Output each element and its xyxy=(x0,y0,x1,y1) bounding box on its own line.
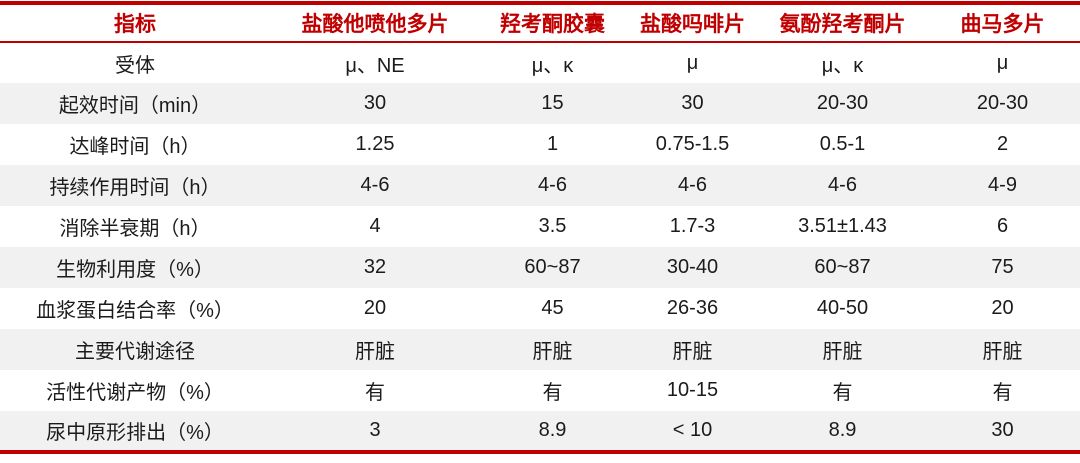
data-cell: 30 xyxy=(363,92,387,114)
data-cell: 60~87 xyxy=(814,256,871,278)
table-row-peak-time: 达峰时间（h） 1.25 1 0.75-1.5 0.5-1 2 xyxy=(0,124,1080,165)
table-row-active-metabolites: 活性代谢产物（%） 有 有 10-15 有 有 xyxy=(0,370,1080,411)
column-header-tapentadol: 盐酸他喷他多片 xyxy=(270,3,480,43)
data-cell: 20 xyxy=(363,297,387,319)
data-cell: 8.9 xyxy=(538,419,567,441)
data-cell: 肝脏 xyxy=(982,341,1023,363)
data-cell: μ xyxy=(996,51,1009,74)
data-cell: 1.25 xyxy=(355,133,395,155)
data-cell: < 10 xyxy=(672,419,713,441)
data-cell: 4-6 xyxy=(538,174,567,196)
data-cell: 30-40 xyxy=(666,256,719,278)
data-cell: 4 xyxy=(369,215,381,237)
table-row-metabolism-pathway: 主要代谢途径 肝脏 肝脏 肝脏 肝脏 肝脏 xyxy=(0,329,1080,370)
table-row-protein-binding: 血浆蛋白结合率（%） 20 45 26-36 40-50 20 xyxy=(0,288,1080,329)
data-cell: 3 xyxy=(369,419,381,441)
header-row: 指标 盐酸他喷他多片 羟考酮胶囊 盐酸吗啡片 氨酚羟考酮片 曲马多片 xyxy=(0,3,1080,43)
data-cell: 有 xyxy=(992,382,1013,404)
row-label: 生物利用度（%） xyxy=(56,259,214,281)
data-cell: 60~87 xyxy=(524,256,581,278)
data-cell: 20-30 xyxy=(816,92,869,114)
data-cell: 15 xyxy=(541,92,564,114)
data-cell: 75 xyxy=(991,256,1014,278)
table-row-onset-time: 起效时间（min） 30 15 30 20-30 20-30 xyxy=(0,83,1080,124)
row-label: 主要代谢途径 xyxy=(75,341,195,363)
data-cell: 3.5 xyxy=(538,215,567,237)
data-cell: 有 xyxy=(365,382,385,404)
row-label: 消除半衰期（h） xyxy=(59,218,211,240)
table-row-duration: 持续作用时间（h） 4-6 4-6 4-6 4-6 4-9 xyxy=(0,165,1080,206)
data-cell: 0.5-1 xyxy=(819,133,866,155)
data-cell: 40-50 xyxy=(816,297,869,319)
data-cell: 20 xyxy=(991,297,1014,319)
data-cell: 有 xyxy=(832,382,853,404)
row-label: 达峰时间（h） xyxy=(69,136,201,158)
data-cell: 8.9 xyxy=(828,419,857,441)
data-cell: 4-6 xyxy=(360,174,390,196)
data-cell: 26-36 xyxy=(666,297,719,319)
column-header-oxycodone: 羟考酮胶囊 xyxy=(480,3,625,43)
data-cell: 20-30 xyxy=(976,92,1029,114)
data-cell: 45 xyxy=(541,297,564,319)
data-cell: 30 xyxy=(991,419,1014,441)
drug-comparison-table: 指标 盐酸他喷他多片 羟考酮胶囊 盐酸吗啡片 氨酚羟考酮片 曲马多片 受体 μ、… xyxy=(0,1,1080,454)
data-cell: 0.75-1.5 xyxy=(655,133,730,155)
table-row-half-life: 消除半衰期（h） 4 3.5 1.7-3 3.51±1.43 6 xyxy=(0,206,1080,247)
row-label: 起效时间（min） xyxy=(58,95,212,117)
column-header-indicator: 指标 xyxy=(0,3,270,43)
data-cell: 10-15 xyxy=(666,379,719,401)
data-cell: 6 xyxy=(996,215,1009,237)
data-cell: 肝脏 xyxy=(355,341,395,363)
data-cell: 1.7-3 xyxy=(669,215,716,237)
data-cell: 4-6 xyxy=(678,174,707,196)
table-row-receptor: 受体 μ、NE μ、κ μ μ、κ μ xyxy=(0,42,1080,83)
table-row-urinary-excretion: 尿中原形排出（%） 3 8.9 < 10 8.9 30 xyxy=(0,411,1080,452)
data-cell: μ xyxy=(686,51,699,74)
data-cell: μ、NE xyxy=(345,54,405,77)
data-cell: 3.51±1.43 xyxy=(798,215,887,237)
row-label: 活性代谢产物（%） xyxy=(46,382,224,404)
table-row-bioavailability: 生物利用度（%） 32 60~87 30-40 60~87 75 xyxy=(0,247,1080,288)
data-cell: 2 xyxy=(996,133,1009,155)
data-cell: 30 xyxy=(681,92,704,114)
column-header-tramadol: 曲马多片 xyxy=(925,3,1080,43)
data-cell: μ、κ xyxy=(531,54,574,77)
row-label: 尿中原形排出（%） xyxy=(46,422,224,444)
data-cell: 肝脏 xyxy=(672,341,713,363)
data-cell: 4-6 xyxy=(828,174,857,196)
column-header-oxycodone-apap: 氨酚羟考酮片 xyxy=(760,3,925,43)
row-label: 血浆蛋白结合率（%） xyxy=(36,300,234,322)
data-cell: 肝脏 xyxy=(822,341,863,363)
data-cell: 有 xyxy=(542,382,563,404)
data-cell: 1 xyxy=(546,133,559,155)
data-cell: μ、κ xyxy=(821,54,864,77)
column-header-morphine: 盐酸吗啡片 xyxy=(625,3,760,43)
data-cell: 4-9 xyxy=(988,174,1017,196)
row-label: 受体 xyxy=(115,54,155,77)
data-cell: 32 xyxy=(363,256,387,278)
row-label: 持续作用时间（h） xyxy=(49,177,221,199)
data-cell: 肝脏 xyxy=(532,341,573,363)
